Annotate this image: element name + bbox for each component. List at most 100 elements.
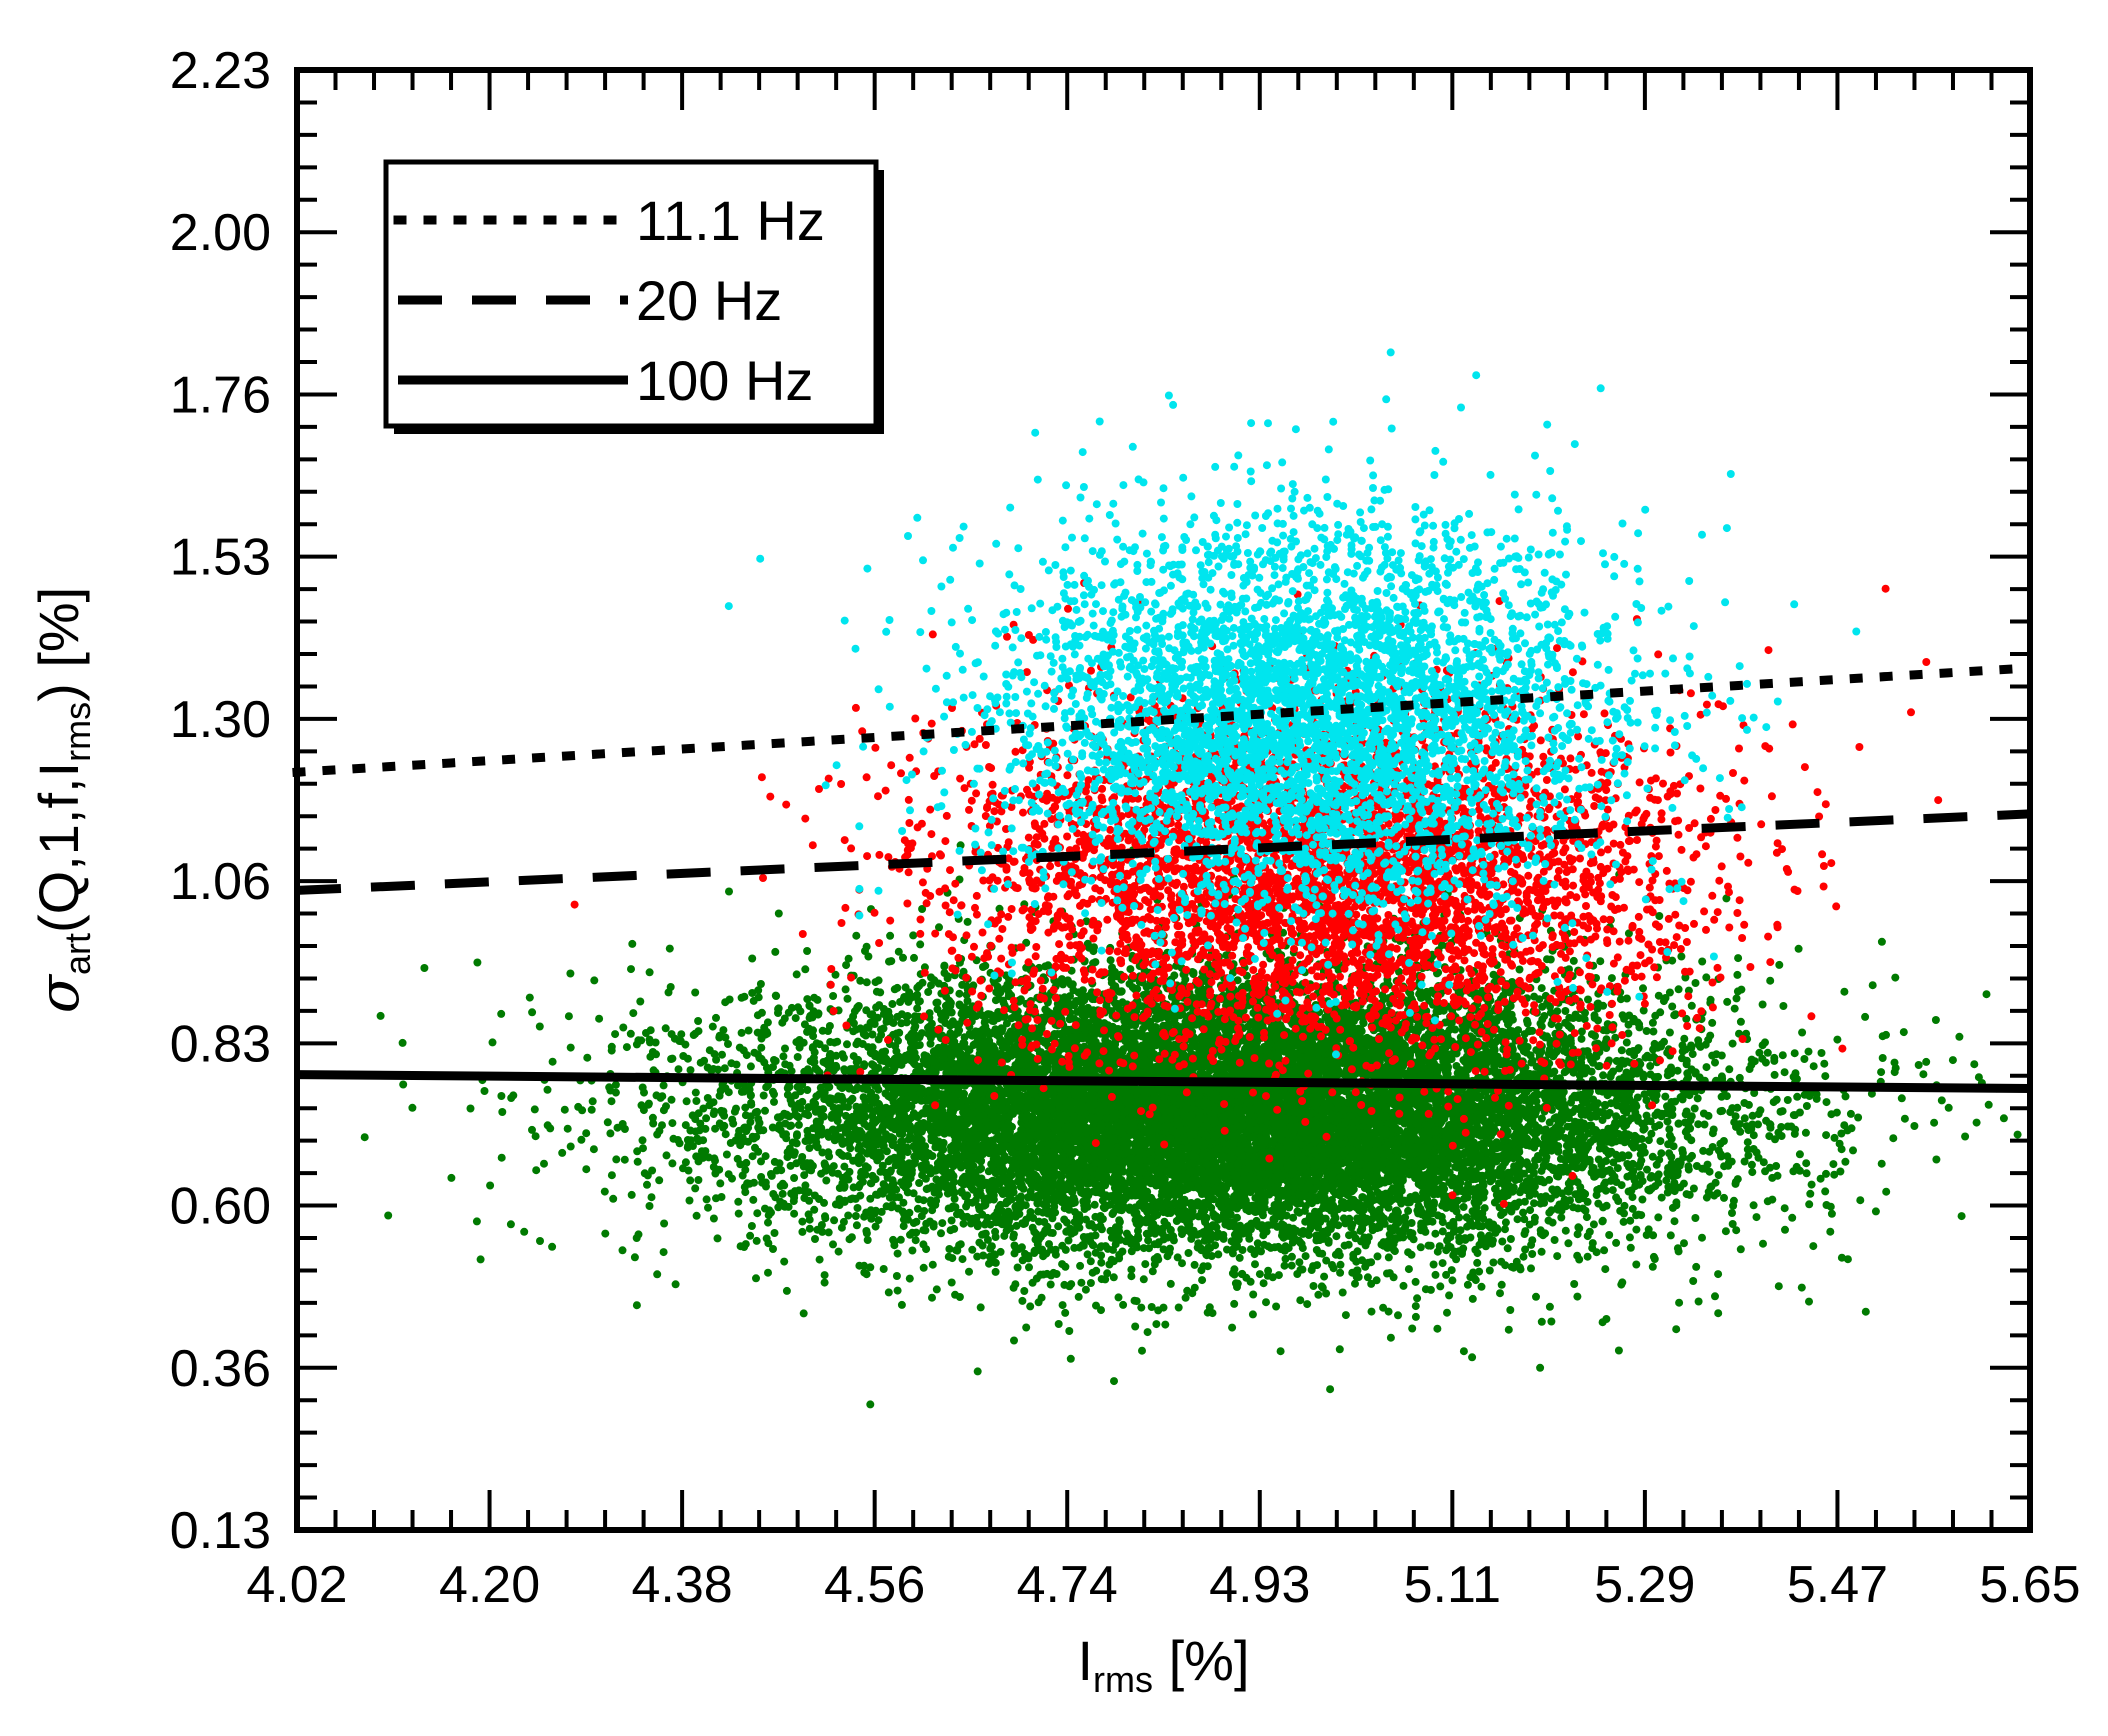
scatter-point [1513, 1215, 1522, 1224]
scatter-point [1882, 1187, 1891, 1196]
scatter-point [1577, 1027, 1586, 1036]
scatter-point [1181, 1293, 1190, 1302]
scatter-point [1657, 1193, 1666, 1202]
scatter-point [1413, 1294, 1422, 1303]
scatter-point [1276, 1347, 1285, 1356]
scatter-point [1802, 1102, 1811, 1110]
scatter-point [866, 1400, 875, 1409]
scatter-point [1547, 1317, 1556, 1326]
scatter-point [796, 1007, 805, 1016]
scatter-point [1665, 1028, 1674, 1037]
scatter-point [1877, 1159, 1886, 1168]
scatter-point [946, 1226, 955, 1235]
scatter-point [879, 1265, 888, 1273]
scatter-point [1740, 1157, 1749, 1166]
scatter-point [1248, 1310, 1257, 1319]
scatter-point [1081, 1285, 1090, 1294]
scatter-point [1564, 1239, 1573, 1248]
scatter-point [1473, 1258, 1482, 1267]
scatter-point [841, 985, 850, 994]
scatter-point [820, 1271, 829, 1280]
scatter-point [509, 1091, 518, 1100]
scatter-point [825, 1022, 834, 1030]
scatter-point [959, 1219, 968, 1228]
scatter-point [833, 1117, 842, 1125]
scatter-point [1937, 1096, 1946, 1105]
scatter-point [1899, 1028, 1908, 1037]
scatter-point [1919, 1070, 1928, 1079]
scatter-point [1174, 1303, 1183, 1312]
scatter-point [1569, 956, 1578, 965]
scatter-point [975, 1238, 984, 1247]
scatter-point [1459, 1203, 1468, 1211]
scatter-point [1301, 1252, 1310, 1261]
scatter-point [1778, 1051, 1787, 1060]
scatter-point [626, 1029, 635, 1038]
scatter-point [747, 1222, 756, 1230]
scatter-point [1646, 1062, 1655, 1070]
scatter-point [1561, 1226, 1570, 1235]
scatter-point [1561, 1007, 1570, 1015]
scatter-point [822, 1176, 831, 1185]
scatter-point [694, 1017, 703, 1025]
scatter-point [480, 1087, 489, 1095]
scatter-point [1532, 1292, 1540, 1301]
scatter-point [1058, 1260, 1067, 1269]
scatter-point [1651, 1011, 1660, 1020]
scatter-point [771, 947, 780, 956]
scatter-point [860, 1060, 869, 1069]
scatter-point [853, 1204, 862, 1212]
scatter-point [1436, 1282, 1445, 1291]
scatter-point [1691, 979, 1700, 987]
scatter-point [811, 1235, 819, 1243]
scatter-point [1026, 1302, 1035, 1311]
scatter-point [922, 1219, 931, 1228]
scatter-point [1714, 1309, 1723, 1318]
scatter-point [671, 1280, 680, 1289]
scatter-point [1900, 1114, 1909, 1123]
scatter-point [1931, 1016, 1940, 1024]
scatter-point [1336, 1268, 1345, 1277]
scatter-point [1826, 1202, 1835, 1211]
scatter-point [1632, 1225, 1641, 1234]
scatter-point [582, 1165, 591, 1174]
scatter-point [1521, 1245, 1530, 1254]
scatter-point [1373, 1252, 1382, 1261]
scatter-point [1110, 1377, 1118, 1386]
scatter-point [498, 1108, 507, 1116]
scatter-point [1395, 967, 1403, 976]
scatter-point [965, 1267, 973, 1276]
scatter-point [1235, 1253, 1244, 1262]
scatter-point [791, 1014, 800, 1023]
scatter-point [384, 1211, 393, 1220]
scatter-point [1443, 1308, 1451, 1317]
scatter-point [1280, 1261, 1289, 1270]
scatter-point [919, 1263, 928, 1272]
scatter-point [1386, 1333, 1395, 1342]
scatter-point [609, 1194, 618, 1203]
scatter-point [790, 1174, 799, 1182]
scatter-point [1780, 1068, 1789, 1077]
scatter-point [582, 1129, 591, 1138]
scatter-point [996, 1247, 1005, 1256]
scatter-point [583, 1053, 592, 1062]
scatter-point [744, 1026, 753, 1035]
scatter-point [618, 1246, 627, 1255]
scatter-point [770, 1229, 779, 1237]
scatter-point [1528, 1236, 1537, 1245]
scatter-point [1602, 1201, 1611, 1210]
scatter-point [1783, 1096, 1792, 1104]
scatter-point [928, 1293, 936, 1302]
scatter-point [681, 1158, 690, 1167]
scatter-point [1698, 957, 1707, 966]
scatter-point [660, 1219, 669, 1228]
scatter-point [1230, 1299, 1239, 1308]
scatter-point [1074, 1292, 1083, 1301]
scatter-point [1614, 1346, 1623, 1355]
scatter-point [855, 1261, 864, 1270]
scatter-point [1385, 1269, 1394, 1278]
scatter-point [897, 1300, 906, 1309]
scatter-point [1367, 1307, 1376, 1316]
scatter-point [1675, 1298, 1684, 1307]
